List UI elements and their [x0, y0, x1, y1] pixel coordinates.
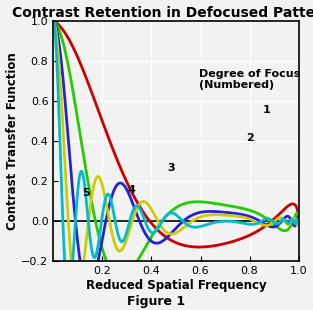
Text: 2: 2	[246, 133, 254, 143]
Text: Figure 1: Figure 1	[127, 295, 186, 308]
Y-axis label: Contrast Transfer Function: Contrast Transfer Function	[6, 52, 18, 230]
Text: 1: 1	[263, 105, 271, 115]
Title: Contrast Retention in Defocused Patterns: Contrast Retention in Defocused Patterns	[12, 6, 313, 20]
Text: 5: 5	[83, 188, 90, 198]
Text: 3: 3	[167, 163, 175, 173]
X-axis label: Reduced Spatial Frequency: Reduced Spatial Frequency	[86, 279, 266, 292]
Text: Degree of Focus
(Numbered): Degree of Focus (Numbered)	[199, 69, 300, 91]
Text: 4: 4	[128, 185, 136, 195]
